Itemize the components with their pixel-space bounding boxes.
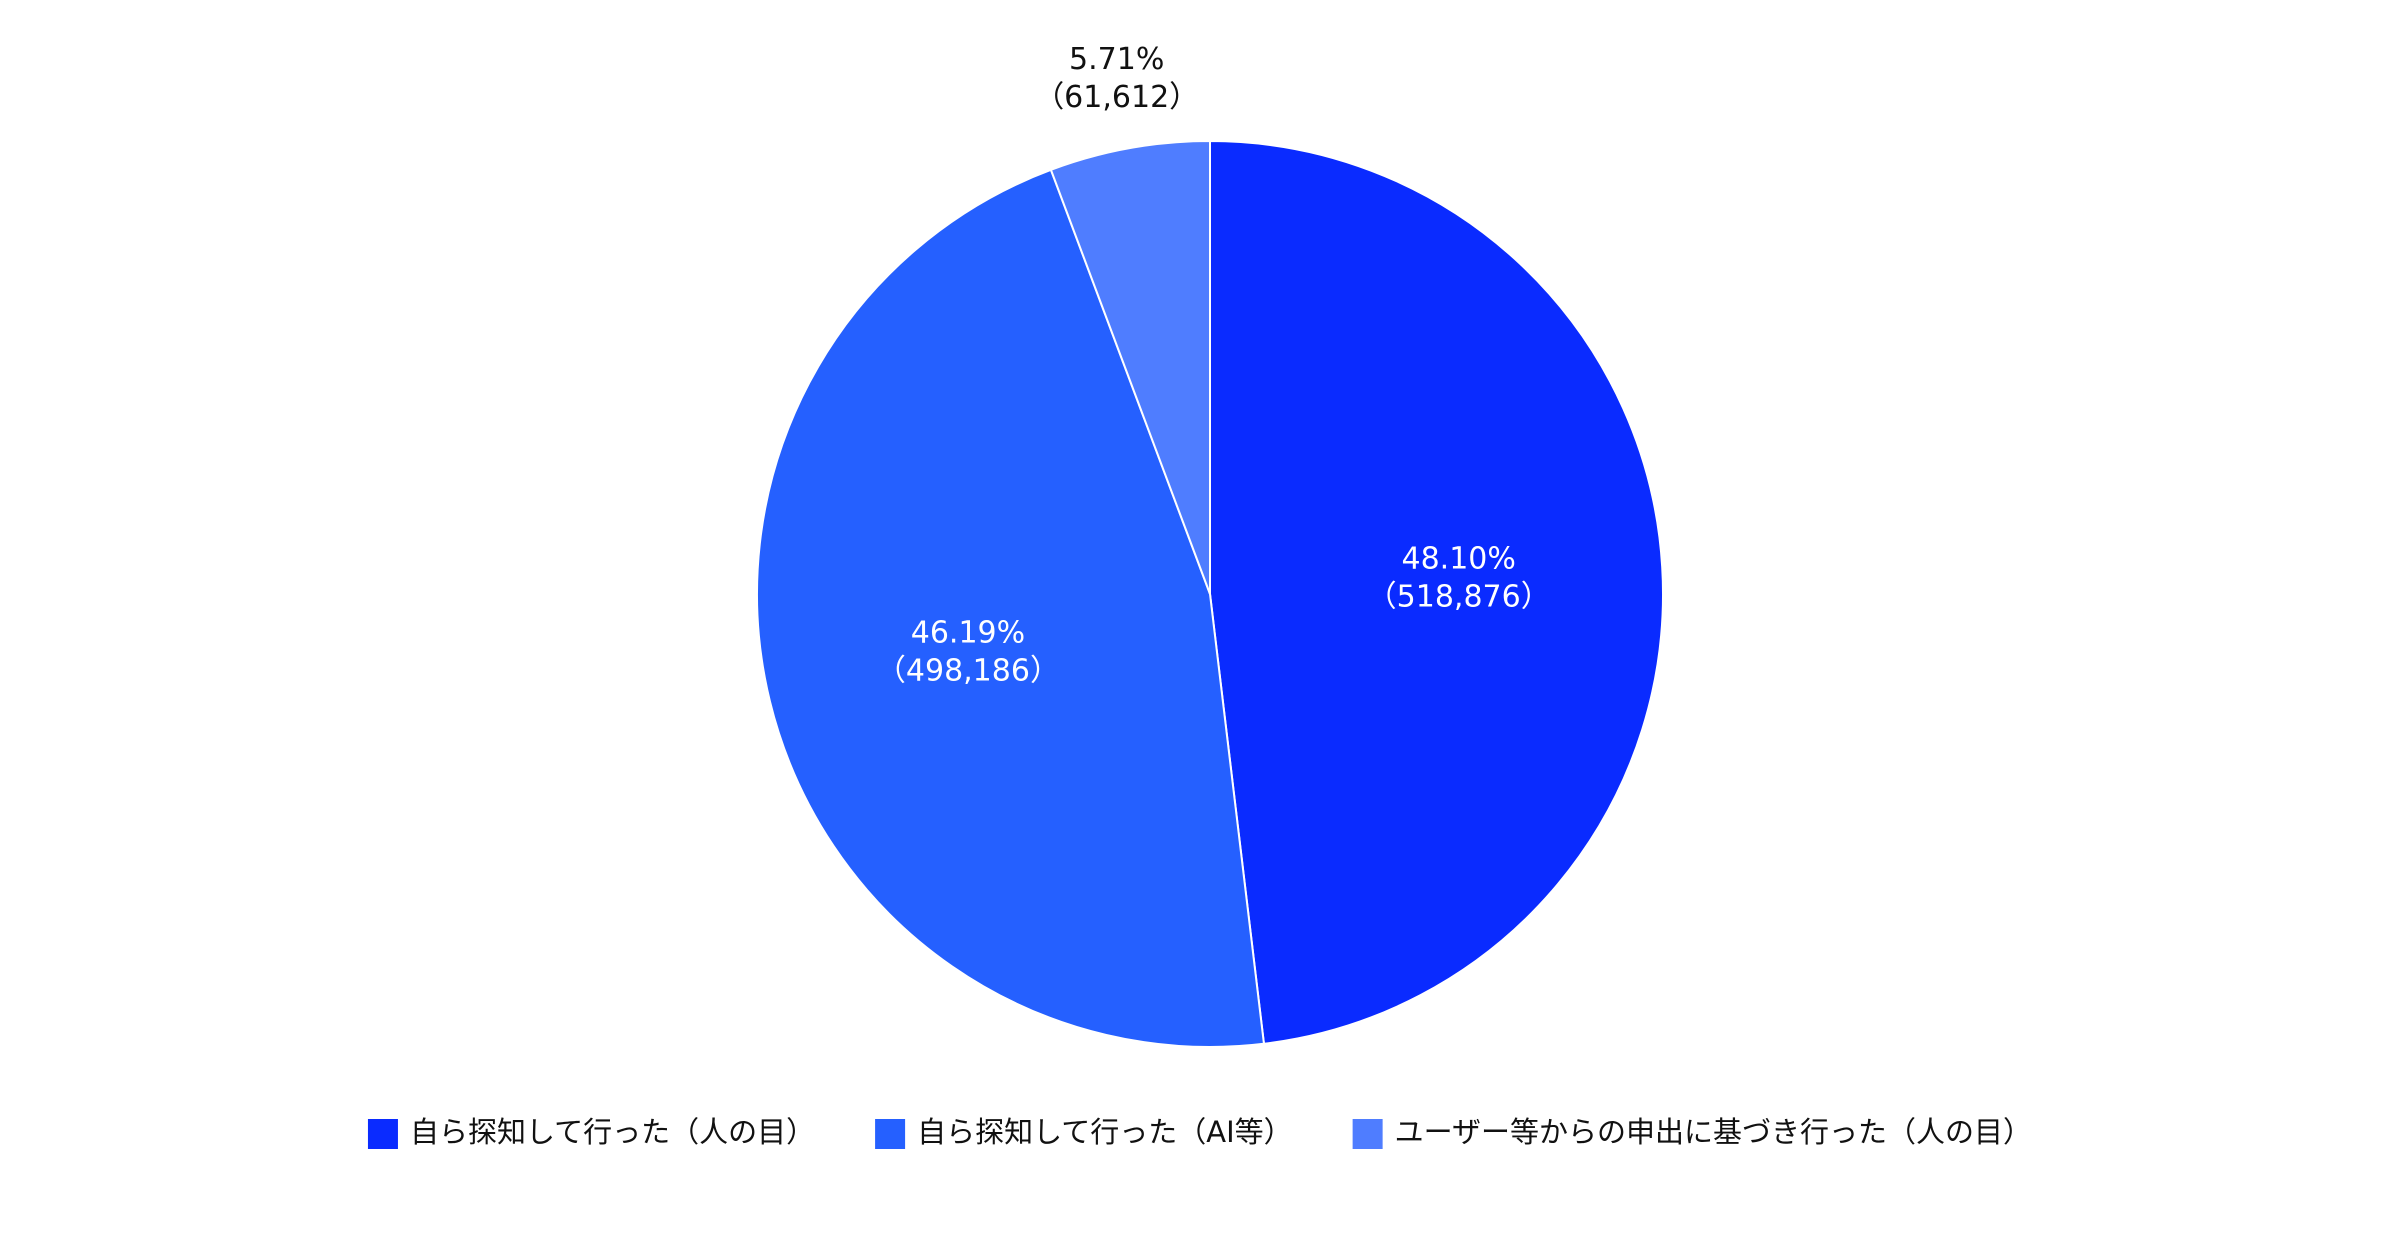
- legend-label: 自ら探知して行った（人の目）: [410, 1115, 815, 1149]
- legend-label: 自ら探知して行った（AI等）: [917, 1115, 1293, 1149]
- data-label: 5.71%: [1069, 42, 1164, 77]
- data-label: （518,876）: [1367, 580, 1551, 615]
- pie-slice: [1049, 139, 1211, 595]
- pie-slice: [1209, 139, 1664, 1045]
- data-label: 46.19%: [911, 615, 1025, 650]
- legend-swatch: [367, 1119, 398, 1149]
- data-label: （61,612）: [1034, 80, 1199, 115]
- legend: 自ら探知して行った（人の目） 自ら探知して行った（AI等） ユーザー等からの申出に基…: [367, 1115, 2032, 1149]
- data-label: 48.10%: [1402, 542, 1516, 577]
- legend-swatch: [875, 1119, 906, 1149]
- legend-label: ユーザー等からの申出に基づき行った（人の目）: [1395, 1115, 2032, 1149]
- pie-slice: [756, 168, 1266, 1049]
- data-label: （498,186）: [876, 653, 1060, 688]
- legend-swatch: [1352, 1119, 1383, 1149]
